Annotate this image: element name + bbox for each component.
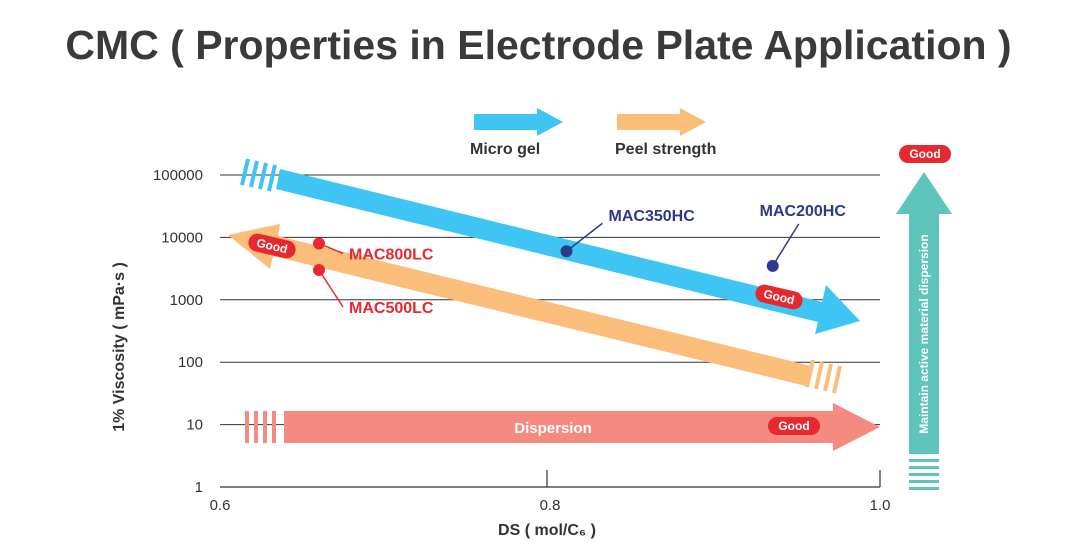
y-tick-labels: 100000 10000 1000 100 10 1: [153, 167, 203, 496]
good-badge-side: Good: [899, 145, 951, 163]
side-arrow: Maintain active material dispersion: [896, 172, 952, 490]
svg-text:Good: Good: [255, 236, 289, 257]
y-axis-label: 1% Viscosity ( mPa·s ): [111, 262, 128, 432]
svg-text:Good: Good: [778, 419, 809, 433]
y-tick-label: 1000: [170, 292, 203, 309]
side-arrow-label: Maintain active material dispersion: [917, 234, 931, 433]
point-mac800lc: MAC800LC: [313, 237, 434, 263]
x-axis-label: DS ( mol/C₆ ): [498, 522, 596, 539]
dispersion-arrow: Dispersion: [245, 403, 880, 451]
x-axis: [220, 470, 881, 488]
data-point: [560, 245, 573, 258]
legend-micro-gel-arrow: [474, 108, 563, 136]
data-point: [766, 259, 779, 272]
x-tick-label: 1.0: [870, 497, 891, 514]
y-tick-label: 10000: [161, 229, 203, 246]
x-tick-labels: 0.6 0.8 1.0: [210, 497, 891, 514]
legend: Micro gel Peel strength: [470, 108, 716, 158]
data-point: [313, 237, 325, 250]
data-points: MAC800LC MAC500LC MAC350HC MAC200HC: [313, 203, 846, 317]
y-tick-label: 10: [186, 417, 203, 434]
leader-line: [318, 269, 344, 308]
svg-text:Good: Good: [909, 147, 940, 161]
point-label: MAC350HC: [609, 208, 696, 225]
good-badge-dispersion: Good: [768, 417, 820, 435]
point-mac200hc: MAC200HC: [760, 203, 847, 272]
dispersion-label: Dispersion: [514, 420, 592, 437]
good-badge-peel: Good: [248, 233, 296, 259]
svg-text:Good: Good: [762, 287, 796, 308]
point-label: MAC800LC: [349, 246, 434, 263]
y-tick-label: 1: [195, 479, 203, 496]
good-badge-microgel: Good: [755, 284, 803, 310]
y-tick-label: 100: [178, 354, 203, 371]
leader-line: [566, 222, 603, 252]
x-tick-label: 0.6: [210, 497, 231, 514]
point-mac500lc: MAC500LC: [313, 264, 434, 317]
peel-strength-arrow: [228, 224, 842, 394]
x-tick-label: 0.8: [540, 497, 561, 514]
legend-peel-strength-arrow: [617, 108, 706, 136]
leader-line: [772, 223, 800, 267]
page-title: CMC ( Properties in Electrode Plate Appl…: [65, 22, 1012, 68]
legend-peel-strength-label: Peel strength: [615, 141, 716, 158]
legend-micro-gel-label: Micro gel: [470, 141, 540, 158]
data-point: [313, 264, 325, 277]
y-tick-label: 100000: [153, 167, 203, 184]
point-label: MAC200HC: [760, 203, 847, 220]
point-label: MAC500LC: [349, 300, 434, 317]
point-mac350hc: MAC350HC: [560, 208, 696, 258]
